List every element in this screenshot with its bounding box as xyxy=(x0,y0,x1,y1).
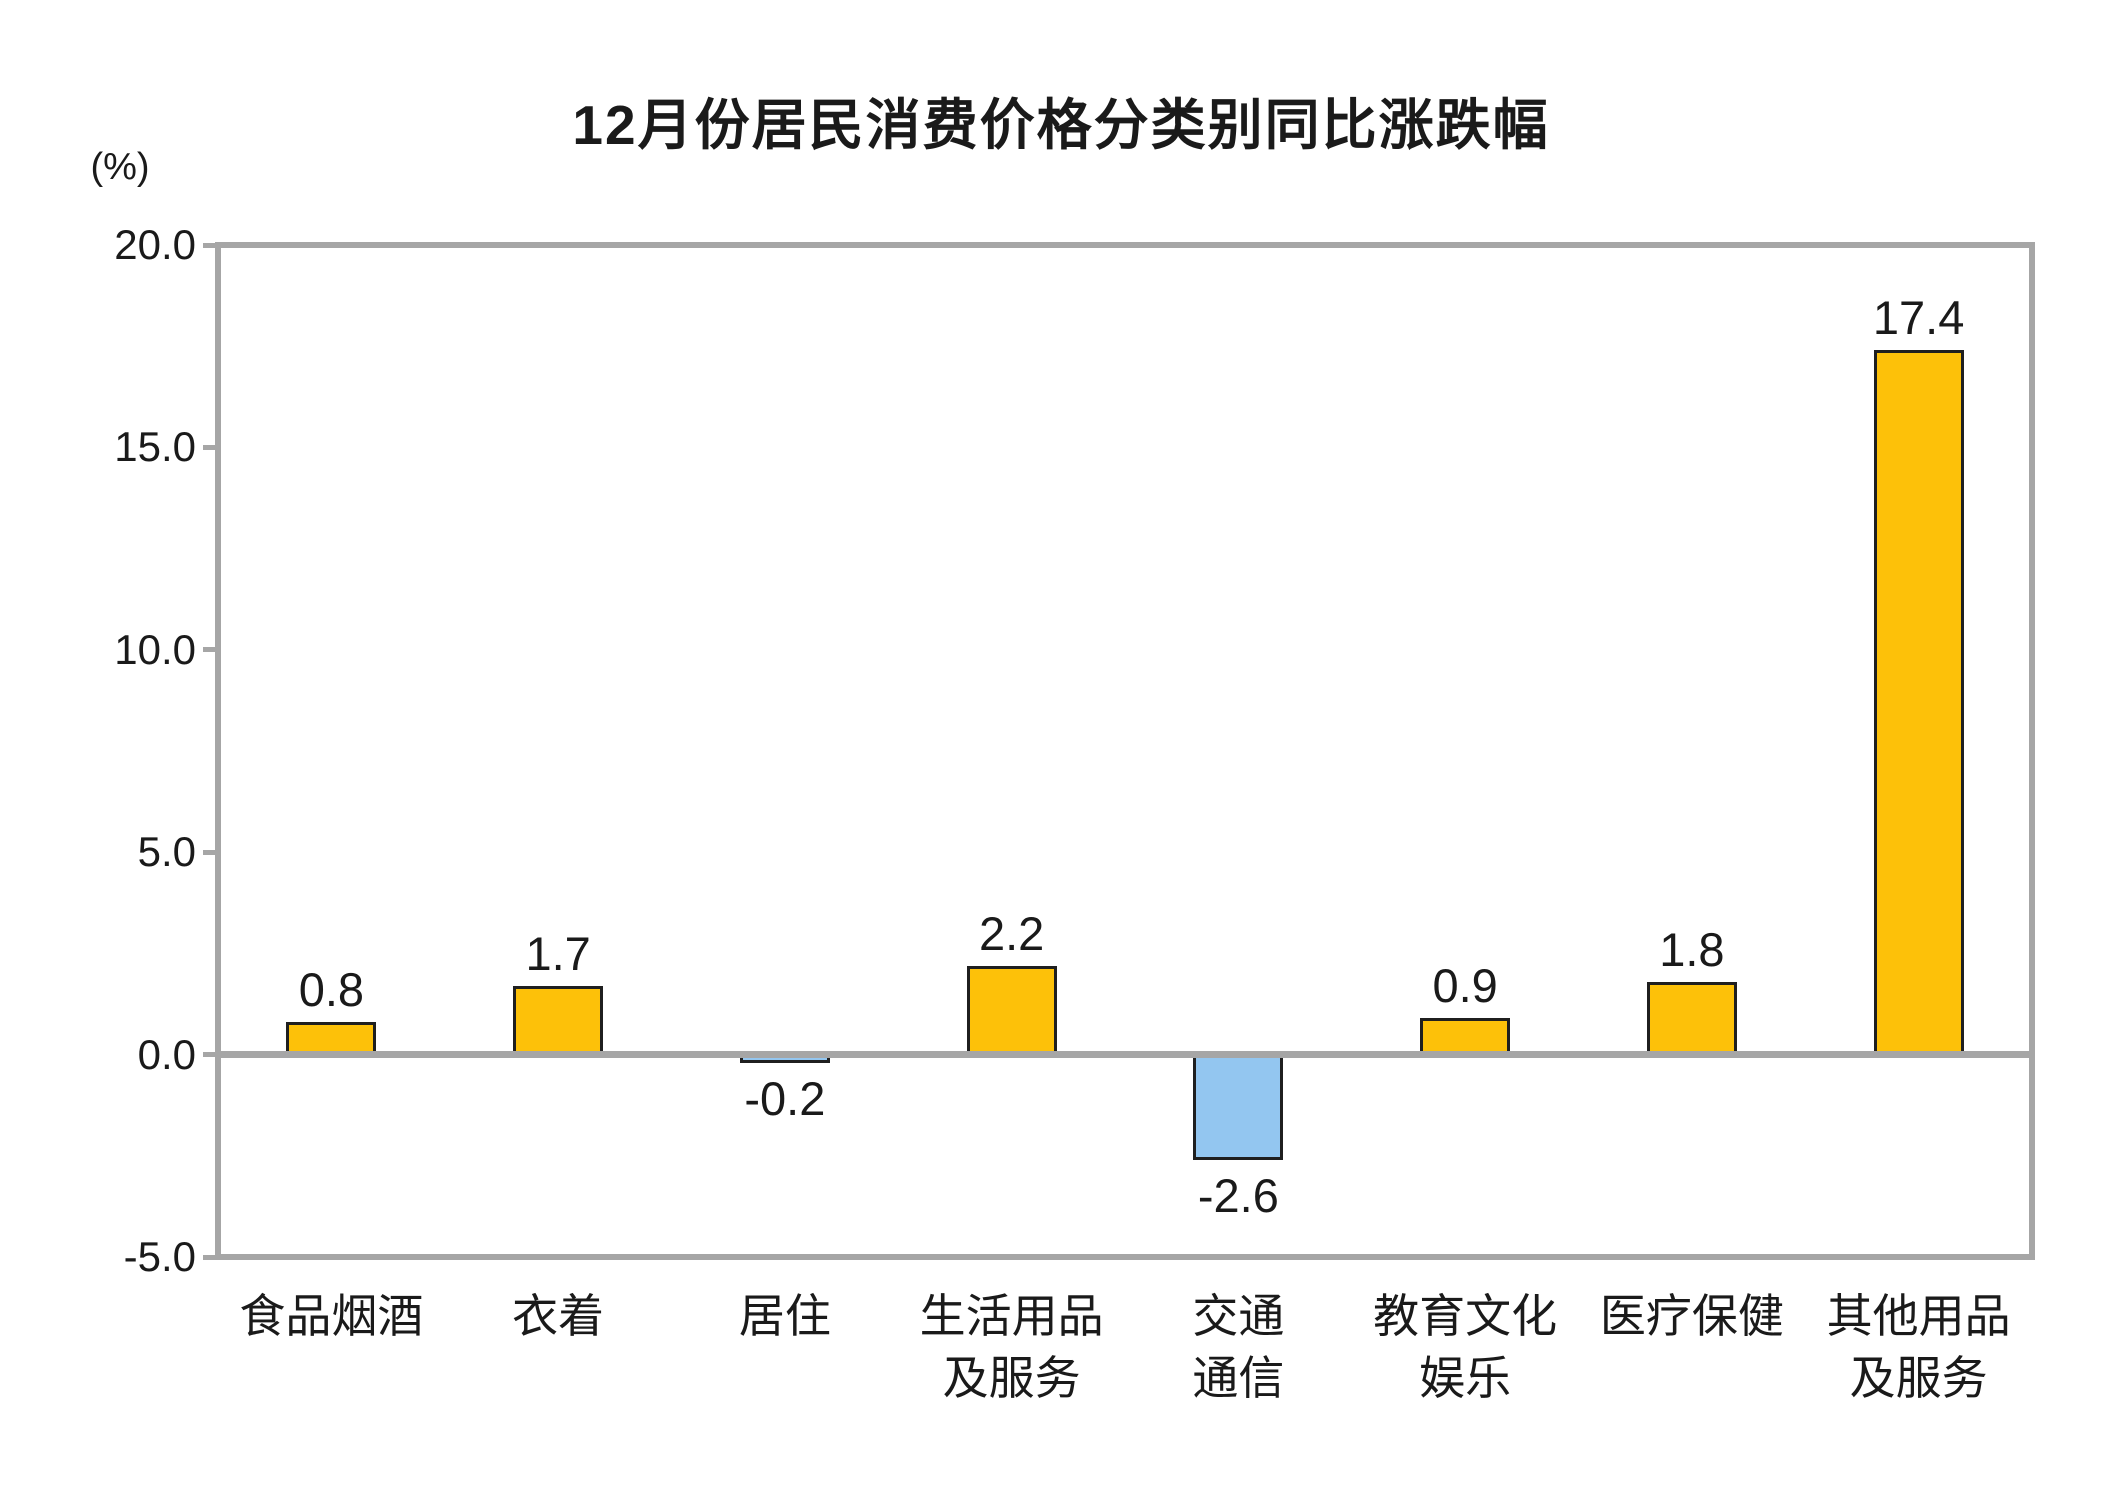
y-tick-label: 5.0 xyxy=(137,828,196,876)
y-tick-label: 10.0 xyxy=(114,625,196,673)
y-tick-mark xyxy=(203,849,218,855)
category-label: 医疗保健 xyxy=(1599,1290,1784,1342)
bar xyxy=(1193,1054,1284,1160)
y-tick-mark xyxy=(203,1254,218,1260)
bar-value-label: -2.6 xyxy=(1197,1168,1279,1222)
bar-value-label: 2.2 xyxy=(978,906,1045,960)
bar-value-label: 17.4 xyxy=(1872,291,1965,345)
category-label: 交通 通信 xyxy=(1192,1290,1285,1404)
y-tick-label: 20.0 xyxy=(114,221,196,268)
category-label: 教育文化 娱乐 xyxy=(1373,1290,1558,1404)
bar-value-label: 0.9 xyxy=(1432,959,1498,1013)
category-label: 食品烟酒 xyxy=(239,1290,424,1342)
bar xyxy=(1646,981,1737,1058)
y-tick-mark xyxy=(203,647,218,653)
y-tick-mark xyxy=(203,1052,218,1058)
y-tick-mark xyxy=(203,242,218,248)
category-label: 衣着 xyxy=(512,1290,605,1342)
category-label: 生活用品 及服务 xyxy=(919,1290,1104,1404)
category-label: 居住 xyxy=(738,1290,831,1342)
bar-value-label: 0.8 xyxy=(298,963,365,1017)
bar xyxy=(513,985,604,1058)
y-tick-label: -5.0 xyxy=(123,1233,196,1280)
bar xyxy=(966,965,1057,1058)
plot-area xyxy=(215,242,2035,1260)
y-tick-label: 0.0 xyxy=(137,1030,196,1078)
bar-value-label: -0.2 xyxy=(744,1071,826,1125)
bar-value-label: 1.8 xyxy=(1659,922,1725,976)
bar-value-label: 1.7 xyxy=(525,926,591,980)
chart-title: 12月份居民消费价格分类别同比涨跌幅 xyxy=(572,94,1550,156)
category-label: 其他用品 及服务 xyxy=(1826,1290,2011,1404)
zero-axis-line xyxy=(218,1051,2032,1059)
y-tick-mark xyxy=(203,444,218,450)
bar xyxy=(1873,350,1964,1058)
y-axis-unit-label: (%) xyxy=(90,146,150,188)
y-tick-label: 15.0 xyxy=(114,423,196,471)
